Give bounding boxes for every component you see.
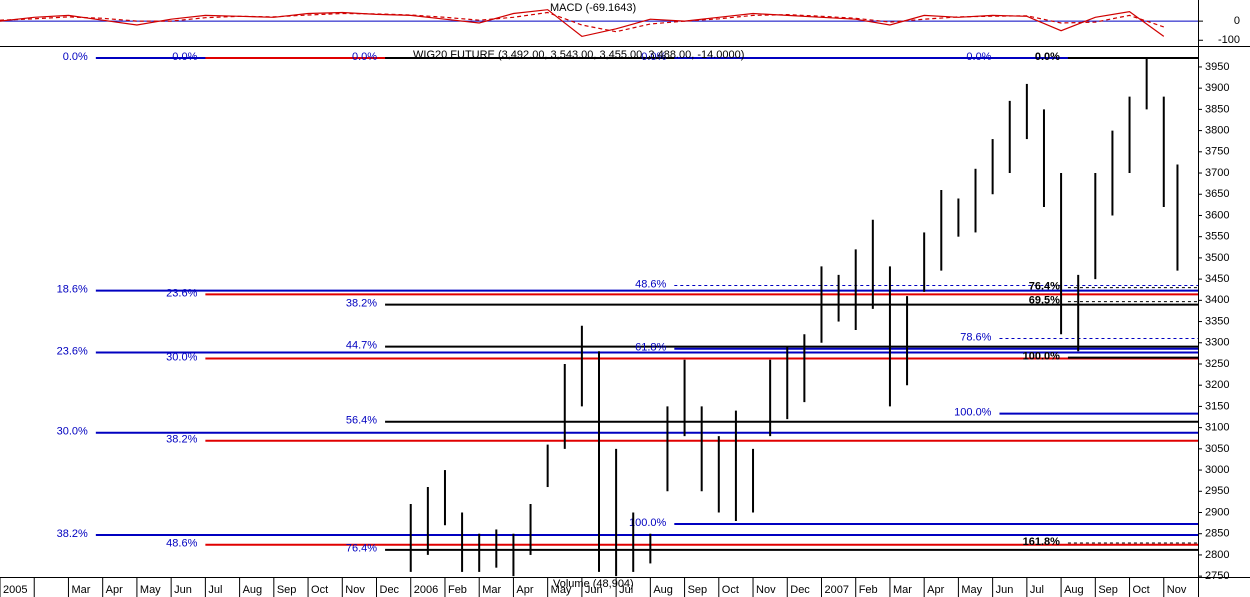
fib-label: 0.0% <box>63 51 88 63</box>
fib-label: 48.6% <box>166 538 197 550</box>
fib-label: 48.6% <box>635 278 666 290</box>
x-tick-label: May <box>551 584 572 596</box>
price-title: WIG20 FUTURE (3,492.00, 3,543.00, 3,455.… <box>413 49 744 61</box>
x-tick-label: Mar <box>71 584 90 596</box>
x-tick-label: Sep <box>688 584 708 596</box>
fib-label: 23.6% <box>166 287 197 299</box>
fib-label: 61.8% <box>635 342 666 354</box>
y-tick-label: 3800 <box>1205 125 1229 137</box>
y-tick-label: 3100 <box>1205 422 1229 434</box>
y-tick-label: 3500 <box>1205 252 1229 264</box>
x-tick-label: Jun <box>996 584 1014 596</box>
x-tick-label: Aug <box>1064 584 1084 596</box>
x-tick-label: Mar <box>893 584 912 596</box>
volume-label: Volume (48,904) <box>553 578 634 590</box>
fib-label: 44.7% <box>346 339 377 351</box>
fib-label: 30.0% <box>166 351 197 363</box>
fib-label: 56.4% <box>346 415 377 427</box>
fib-label: 0.0% <box>641 51 666 63</box>
x-tick-label: Dec <box>790 584 810 596</box>
fib-label: 0.0% <box>352 51 377 63</box>
fib-label: 161.8% <box>1023 536 1061 548</box>
macd-line <box>0 11 1164 33</box>
fib-label: 100.0% <box>954 407 992 419</box>
x-tick-label: Nov <box>1167 584 1187 596</box>
x-tick-label: Nov <box>345 584 365 596</box>
x-tick-label: Sep <box>1098 584 1118 596</box>
x-tick-label: Oct <box>1133 584 1150 596</box>
y-tick-label: 3350 <box>1205 315 1229 327</box>
fib-label: 0.0% <box>1035 51 1060 63</box>
fib-label: 23.6% <box>57 345 88 357</box>
y-tick-label: 3300 <box>1205 337 1229 349</box>
y-tick-label: 3050 <box>1205 443 1229 455</box>
fib-label: 0.0% <box>966 51 991 63</box>
x-tick-label: Feb <box>448 584 467 596</box>
x-tick-label: Oct <box>722 584 739 596</box>
y-tick-label: 3400 <box>1205 294 1229 306</box>
y-tick-label: 0 <box>1234 15 1240 27</box>
fib-label: 100.0% <box>629 517 667 529</box>
x-tick-label: Jun <box>585 584 603 596</box>
macd-title: MACD (-69.1643) <box>550 2 636 14</box>
y-tick-label: 3200 <box>1205 379 1229 391</box>
x-tick-label: Mar <box>482 584 501 596</box>
x-tick-label: 2006 <box>414 584 438 596</box>
y-tick-label: 3750 <box>1205 146 1229 158</box>
x-tick-label: 2005 <box>3 584 27 596</box>
fib-label: 76.4% <box>346 543 377 555</box>
y-tick-label: 3950 <box>1205 61 1229 73</box>
fib-label: 38.2% <box>166 434 197 446</box>
y-tick-label: 2950 <box>1205 485 1229 497</box>
x-tick-label: Jul <box>619 584 633 596</box>
fib-label: 38.2% <box>346 297 377 309</box>
x-tick-label: Nov <box>756 584 776 596</box>
y-tick-label: -100 <box>1218 34 1240 46</box>
x-tick-label: Sep <box>277 584 297 596</box>
fib-label: 78.6% <box>960 331 991 343</box>
x-tick-label: Jul <box>208 584 222 596</box>
y-tick-label: 3900 <box>1205 82 1229 94</box>
x-tick-label: Aug <box>243 584 263 596</box>
y-tick-label: 3550 <box>1205 231 1229 243</box>
x-tick-label: Jul <box>1030 584 1044 596</box>
y-tick-label: 3450 <box>1205 273 1229 285</box>
x-tick-label: Apr <box>516 584 533 596</box>
y-tick-label: 3700 <box>1205 167 1229 179</box>
y-tick-label: 2750 <box>1205 570 1229 582</box>
x-tick-label: May <box>140 584 161 596</box>
fib-label: 100.0% <box>1023 351 1061 363</box>
y-tick-label: 2850 <box>1205 528 1229 540</box>
x-tick-label: Feb <box>859 584 878 596</box>
fib-label: 30.0% <box>57 426 88 438</box>
y-tick-label: 3850 <box>1205 103 1229 115</box>
fib-label: 69.5% <box>1029 295 1060 307</box>
y-tick-label: 3650 <box>1205 188 1229 200</box>
y-tick-label: 3000 <box>1205 464 1229 476</box>
y-tick-label: 2900 <box>1205 506 1229 518</box>
x-tick-label: 2007 <box>824 584 848 596</box>
x-tick-label: Apr <box>927 584 944 596</box>
x-tick-label: Apr <box>106 584 123 596</box>
fib-label: 0.0% <box>172 51 197 63</box>
y-tick-label: 3250 <box>1205 358 1229 370</box>
x-tick-label: Aug <box>653 584 673 596</box>
x-tick-label: Jun <box>174 584 192 596</box>
x-tick-label: Dec <box>380 584 400 596</box>
y-tick-label: 3600 <box>1205 209 1229 221</box>
fib-label: 18.6% <box>57 283 88 295</box>
x-tick-label: Oct <box>311 584 328 596</box>
y-tick-label: 2800 <box>1205 549 1229 561</box>
fib-label: 38.2% <box>57 528 88 540</box>
y-tick-label: 3150 <box>1205 400 1229 412</box>
x-tick-label: May <box>961 584 982 596</box>
fib-label: 76.4% <box>1029 281 1060 293</box>
